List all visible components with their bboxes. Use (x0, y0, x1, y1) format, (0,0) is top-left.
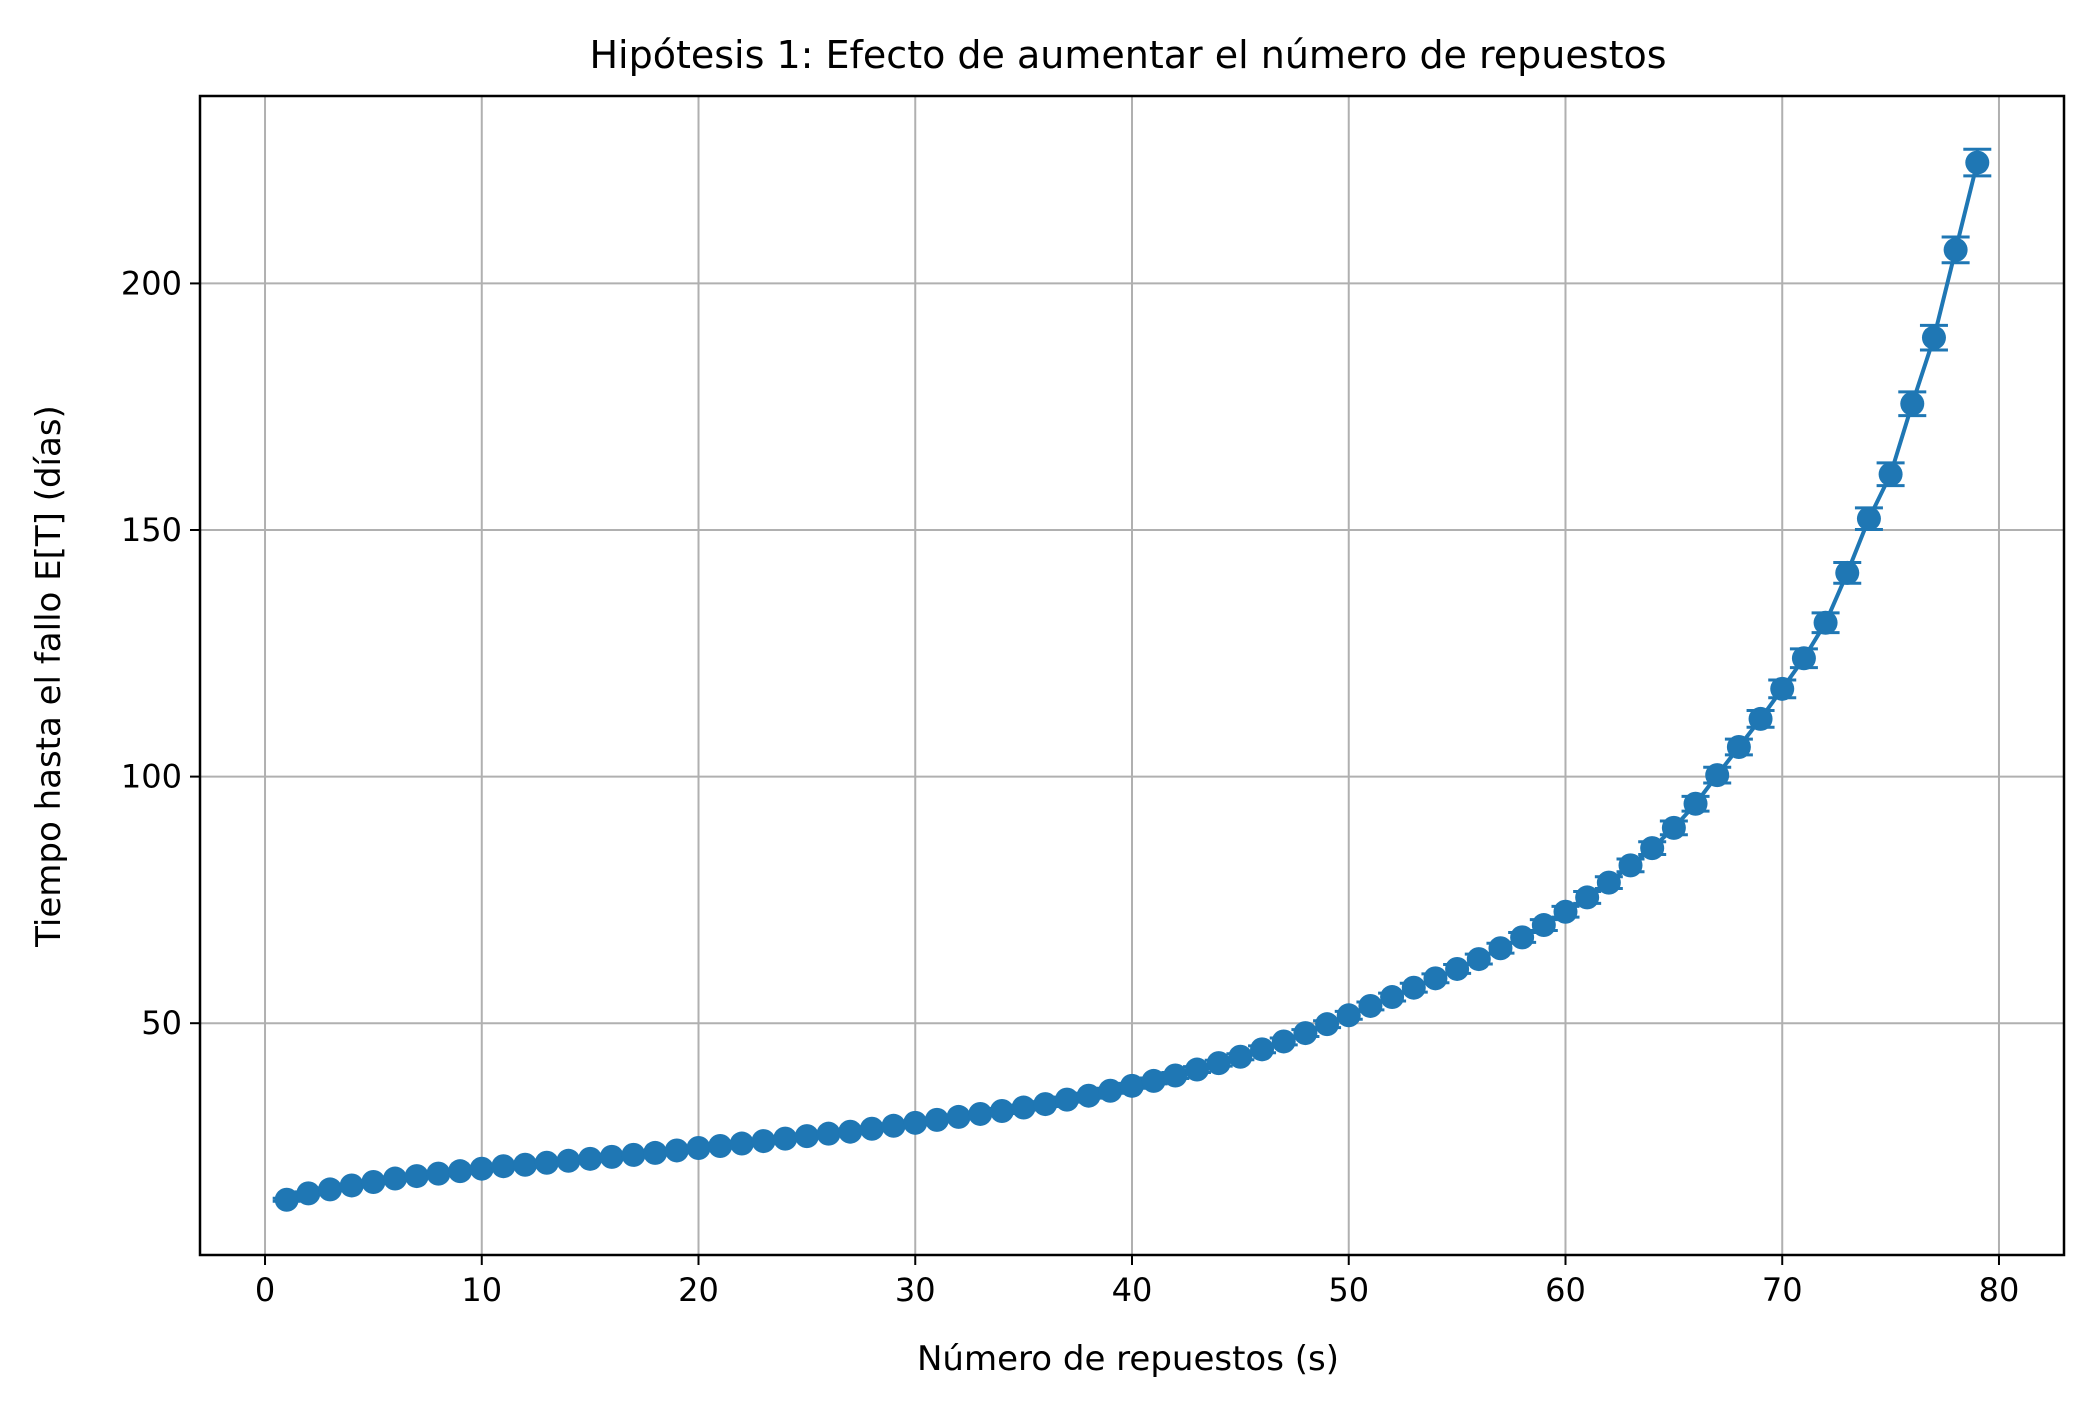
data-point (1336, 1003, 1361, 1028)
data-point (751, 1129, 776, 1154)
data-point (1726, 735, 1751, 760)
grid (200, 96, 2064, 1255)
data-point (1401, 975, 1426, 1000)
data-point (1748, 706, 1773, 731)
y-tick-label: 200 (121, 264, 182, 302)
x-tick-label: 50 (1328, 1271, 1369, 1309)
data-point (708, 1134, 733, 1159)
data-point (426, 1161, 451, 1186)
data-point (599, 1144, 624, 1169)
data-point (1206, 1051, 1231, 1076)
data-point (1575, 885, 1600, 910)
y-axis-label: Tiempo hasta el fallo E[T] (días) (29, 405, 69, 948)
data-point (924, 1107, 949, 1132)
y-tick-label: 100 (121, 758, 182, 796)
data-point (1878, 462, 1903, 487)
chart-title: Hipótesis 1: Efecto de aumentar el númer… (589, 33, 1666, 77)
data-point (383, 1166, 408, 1191)
data-point (1033, 1092, 1058, 1117)
data-point (1791, 646, 1816, 671)
x-tick-label: 0 (255, 1271, 275, 1309)
x-tick-label: 30 (895, 1271, 936, 1309)
data-point (1423, 966, 1448, 991)
data-point (643, 1140, 668, 1165)
data-point (1488, 936, 1513, 961)
data-point (274, 1187, 299, 1212)
data-point (1120, 1073, 1144, 1098)
data-point (664, 1138, 689, 1163)
data-point (1185, 1057, 1210, 1082)
data-point (1531, 913, 1556, 938)
data-point (534, 1150, 559, 1175)
data-point (578, 1146, 603, 1171)
data-point (1076, 1083, 1101, 1108)
x-axis-label: Número de repuestos (s) (917, 1339, 1339, 1379)
data-point (296, 1181, 321, 1206)
data-point (1163, 1063, 1188, 1088)
data-point (491, 1154, 516, 1179)
data-point (881, 1113, 906, 1138)
data-point (1141, 1068, 1166, 1093)
data-point (816, 1121, 841, 1146)
data-point (1943, 237, 1968, 262)
data-point (339, 1173, 364, 1198)
data-point (1661, 815, 1686, 840)
data-point (1921, 325, 1946, 350)
data-point (859, 1116, 884, 1141)
x-tick-label: 60 (1545, 1271, 1586, 1309)
x-tick-label: 70 (1762, 1271, 1803, 1309)
data-point (513, 1152, 538, 1177)
data-point (794, 1124, 819, 1149)
data-point (556, 1148, 581, 1173)
axis-ticks: 0 10 20 30 40 50 60 70 80 50 100 150 200 (121, 264, 2019, 1309)
data-point (469, 1156, 494, 1181)
data-point (318, 1177, 343, 1202)
data-point (1705, 763, 1730, 788)
data-point (448, 1159, 473, 1184)
data-point (1856, 506, 1881, 531)
data-point (968, 1101, 993, 1126)
data-point (729, 1131, 754, 1156)
data-point (404, 1164, 429, 1189)
data-point (946, 1104, 971, 1129)
data-point (621, 1142, 646, 1167)
data-point (1228, 1044, 1253, 1069)
data-point (1098, 1078, 1123, 1103)
x-tick-label: 80 (1979, 1271, 2020, 1309)
data-point (1770, 676, 1795, 701)
data-point (1358, 993, 1383, 1018)
data-point (1813, 610, 1838, 635)
data-point (1380, 985, 1405, 1010)
x-tick-label: 40 (1112, 1271, 1153, 1309)
data-point (1293, 1021, 1318, 1046)
x-tick-label: 20 (678, 1271, 719, 1309)
data-point (686, 1135, 711, 1160)
data-point (1835, 560, 1860, 585)
data-point (1271, 1029, 1296, 1054)
data-point (1510, 925, 1535, 950)
data-point (1965, 150, 1990, 175)
x-tick-label: 10 (461, 1271, 502, 1309)
data-point (1683, 791, 1708, 816)
data-point (1445, 956, 1470, 981)
data-point (1250, 1037, 1275, 1062)
data-series (272, 147, 1992, 1212)
data-point (1011, 1095, 1036, 1120)
data-point (1640, 836, 1665, 861)
data-point (1466, 947, 1491, 972)
data-point (1553, 899, 1578, 924)
data-point (1596, 870, 1621, 895)
data-point (361, 1170, 386, 1195)
data-point (903, 1110, 928, 1135)
data-point (838, 1119, 863, 1144)
data-point (989, 1098, 1014, 1123)
y-tick-label: 50 (141, 1004, 182, 1042)
data-point (1900, 391, 1925, 416)
data-point (773, 1126, 798, 1151)
data-point (1618, 853, 1643, 878)
y-tick-label: 150 (121, 511, 182, 549)
data-point (1315, 1012, 1340, 1037)
data-point (1054, 1087, 1079, 1112)
